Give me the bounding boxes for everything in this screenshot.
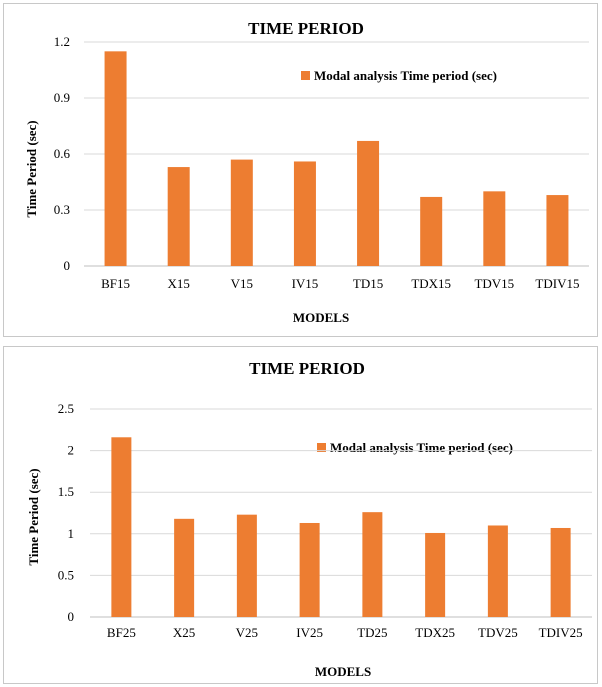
y-tick-label: 2 <box>68 443 75 458</box>
x-tick-label: BF25 <box>107 625 136 640</box>
x-tick-label: TD25 <box>357 625 387 640</box>
x-tick-label: TDV25 <box>478 625 518 640</box>
x-tick-label: V15 <box>231 276 253 291</box>
chart-title: TIME PERIOD <box>248 19 364 38</box>
x-tick-label: TDV15 <box>474 276 514 291</box>
y-tick-label: 1.2 <box>54 34 70 49</box>
bar-tdv15 <box>483 191 506 266</box>
x-tick-label: BF15 <box>101 276 130 291</box>
bar-tdx25 <box>425 532 446 617</box>
x-tick-label: TDIV15 <box>535 276 579 291</box>
chart-panel-1: TIME PERIOD Time Period (sec) MODELS Mod… <box>3 3 598 337</box>
bar-tdv25 <box>487 525 508 617</box>
bar-tdiv15 <box>546 195 569 266</box>
legend-swatch <box>301 71 310 80</box>
bar-td25 <box>362 512 383 617</box>
plot-area: 0 0.3 0.6 0.9 1.2 BF15 X15 V15 IV15 TD15 TDX15 TDV1… <box>54 34 589 291</box>
chart-panel-2: TIME PERIOD Time Period (sec) MODELS Mod… <box>3 346 598 684</box>
bar-v15 <box>230 159 253 266</box>
x-axis-title: MODELS <box>293 310 349 325</box>
y-tick-label: 0.5 <box>58 567 74 582</box>
bar-x15 <box>167 167 190 266</box>
x-tick-label: TDIV25 <box>539 625 583 640</box>
chart-2-plot: TIME PERIOD Time Period (sec) MODELS Mod… <box>26 359 592 679</box>
bar-bf15 <box>104 51 127 267</box>
bar-iv15 <box>293 161 316 266</box>
x-tick-label: TDX25 <box>415 625 455 640</box>
y-tick-label: 0 <box>64 258 71 273</box>
x-tick-label: TD15 <box>353 276 383 291</box>
bar-tdiv25 <box>550 527 571 617</box>
x-tick-label: IV25 <box>296 625 323 640</box>
bar-td15 <box>357 140 380 266</box>
x-tick-label: IV15 <box>292 276 319 291</box>
legend-swatch <box>317 443 326 452</box>
y-axis-title: Time Period (sec) <box>26 468 41 565</box>
y-tick-label: 0 <box>68 609 75 624</box>
plot-area: 0 0.5 1 1.5 2 2.5 BF25 X25 V25 IV25 TD25 TDX25 TDV25… <box>58 401 592 640</box>
y-tick-label: 0.3 <box>54 202 70 217</box>
bar-v25 <box>236 514 257 617</box>
chart-1-plot: TIME PERIOD Time Period (sec) MODELS Mod… <box>24 19 589 325</box>
x-tick-label: X25 <box>173 625 195 640</box>
x-tick-label: V25 <box>236 625 258 640</box>
bar-x25 <box>174 518 195 617</box>
x-tick-label: TDX15 <box>411 276 451 291</box>
chart-title: TIME PERIOD <box>249 359 365 378</box>
bar-bf25 <box>111 437 132 617</box>
bar-iv25 <box>299 522 320 617</box>
legend-label: Modal analysis Time period (sec) <box>330 440 513 455</box>
bar-tdx15 <box>420 196 443 266</box>
y-tick-label: 1 <box>68 526 75 541</box>
x-tick-label: X15 <box>167 276 189 291</box>
y-axis-title: Time Period (sec) <box>24 120 39 217</box>
x-axis-title: MODELS <box>315 664 371 679</box>
y-tick-label: 1.5 <box>58 484 74 499</box>
legend-label: Modal analysis Time period (sec) <box>314 68 497 83</box>
y-tick-label: 0.6 <box>54 146 71 161</box>
y-tick-label: 2.5 <box>58 401 74 416</box>
y-tick-label: 0.9 <box>54 90 70 105</box>
